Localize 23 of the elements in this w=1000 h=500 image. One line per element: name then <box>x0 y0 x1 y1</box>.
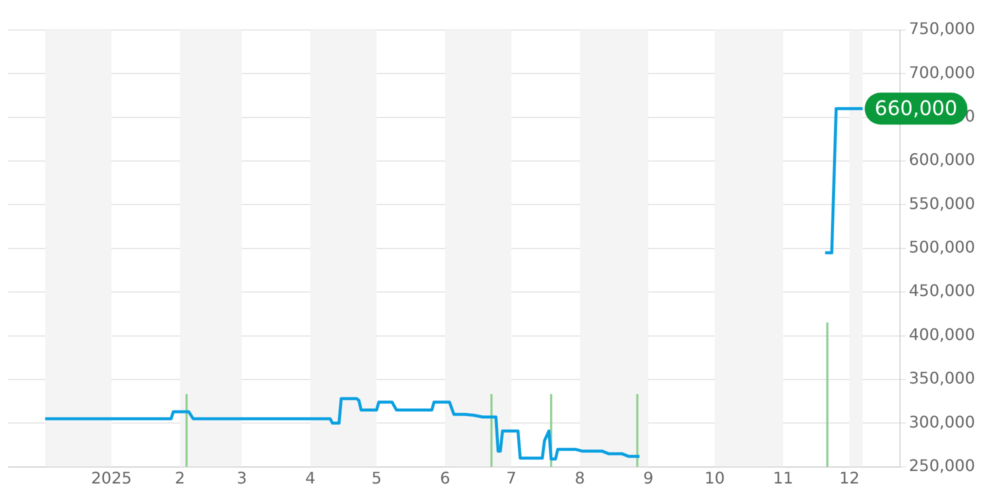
y-tick-label: 450,000 <box>908 281 976 300</box>
x-tick-label: 2025 <box>91 468 132 488</box>
y-tick-label: 700,000 <box>908 62 976 82</box>
x-tick-label: 12 <box>839 468 860 488</box>
x-tick-label: 11 <box>772 468 794 488</box>
x-tick-label: 6 <box>440 468 450 488</box>
x-tick-label: 7 <box>506 468 516 488</box>
x-tick-label: 5 <box>371 468 382 488</box>
annotation: 660,000 <box>874 96 958 120</box>
x-tick-label: 4 <box>305 468 316 488</box>
y-tick-label: 250,000 <box>908 456 976 475</box>
y-tick-label: 400,000 <box>908 324 976 344</box>
y-tick-label: 550,000 <box>908 194 976 213</box>
x-tick-label: 2 <box>174 468 186 488</box>
x-tick-label: 9 <box>643 468 654 488</box>
x-tick-label: 3 <box>236 468 247 488</box>
y-tick-label: 350,000 <box>908 368 976 388</box>
y-tick-label: 500,000 <box>908 238 976 257</box>
y-tick-label: 300,000 <box>908 412 976 432</box>
x-tick-label: 10 <box>704 468 725 488</box>
y-tick-label: 600,000 <box>908 150 976 170</box>
y-tick-label: 750,000 <box>908 19 976 38</box>
x-tick-label: 8 <box>574 468 585 488</box>
